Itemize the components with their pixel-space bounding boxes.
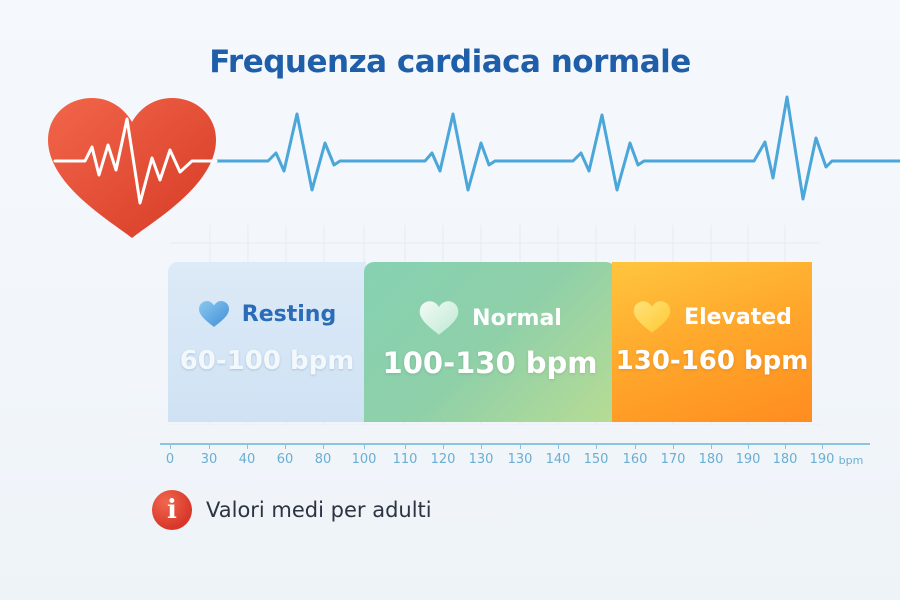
axis-tick-label: 160 [622, 452, 648, 467]
axis-tick-label: 40 [238, 452, 256, 467]
band-range: 60-100 bpm [179, 346, 355, 376]
axis-tick [364, 443, 365, 449]
axis-tick [596, 443, 597, 449]
axis-tick [170, 443, 171, 449]
ecg-waveform [48, 95, 900, 238]
axis-tick [481, 443, 482, 449]
axis-tick [673, 443, 674, 449]
band-label: Elevated [684, 304, 792, 330]
band-range: 100-130 bpm [382, 346, 598, 380]
axis-tick [711, 443, 712, 449]
axis-tick [285, 443, 286, 449]
info-note: i Valori medi per adulti [152, 490, 432, 530]
axis-unit-label: bpm [838, 454, 864, 467]
axis-tick-label: 190 [809, 452, 835, 467]
heart-logo-icon [48, 98, 218, 238]
axis-tick [520, 443, 521, 449]
band-label: Resting [241, 301, 337, 327]
band-label: Normal [472, 305, 562, 331]
axis-tick-label: 60 [276, 452, 294, 467]
axis-tick-label: 130 [468, 452, 494, 467]
axis-tick-label: 180 [772, 452, 798, 467]
axis-tick [443, 443, 444, 449]
band-elevated: Elevated 130-160 bpm [612, 262, 812, 422]
page-title: Frequenza cardiaca normale [209, 44, 691, 80]
axis-tick-label: 110 [392, 452, 418, 467]
heart-icon-mint [418, 300, 460, 336]
heart-icon-blue [198, 300, 230, 328]
axis-tick-label: 140 [545, 452, 571, 467]
axis-tick [748, 443, 749, 449]
band-range: 130-160 bpm [615, 346, 809, 376]
axis-tick [405, 443, 406, 449]
info-icon: i [152, 490, 192, 530]
axis-tick-label: 190 [735, 452, 761, 467]
axis-tick [558, 443, 559, 449]
band-normal: Normal 100-130 bpm [364, 262, 616, 422]
note-text: Valori medi per adulti [206, 498, 432, 522]
band-resting: Resting 60-100 bpm [168, 262, 366, 422]
axis-tick [785, 443, 786, 449]
heart-icon-yellow [632, 300, 672, 334]
axis-tick-label: 120 [430, 452, 456, 467]
axis-tick-label: 0 [165, 452, 175, 467]
axis-tick-label: 150 [583, 452, 609, 467]
axis-tick-label: 80 [314, 452, 332, 467]
axis-tick [822, 443, 823, 449]
axis-tick-label: 30 [200, 452, 218, 467]
axis-tick-label: 130 [507, 452, 533, 467]
axis-tick [209, 443, 210, 449]
axis-tick-label: 180 [698, 452, 724, 467]
axis-tick [323, 443, 324, 449]
axis-tick [635, 443, 636, 449]
axis-tick-label: 170 [660, 452, 686, 467]
axis-tick-label: 100 [351, 452, 377, 467]
bpm-axis [160, 443, 870, 445]
axis-tick [247, 443, 248, 449]
